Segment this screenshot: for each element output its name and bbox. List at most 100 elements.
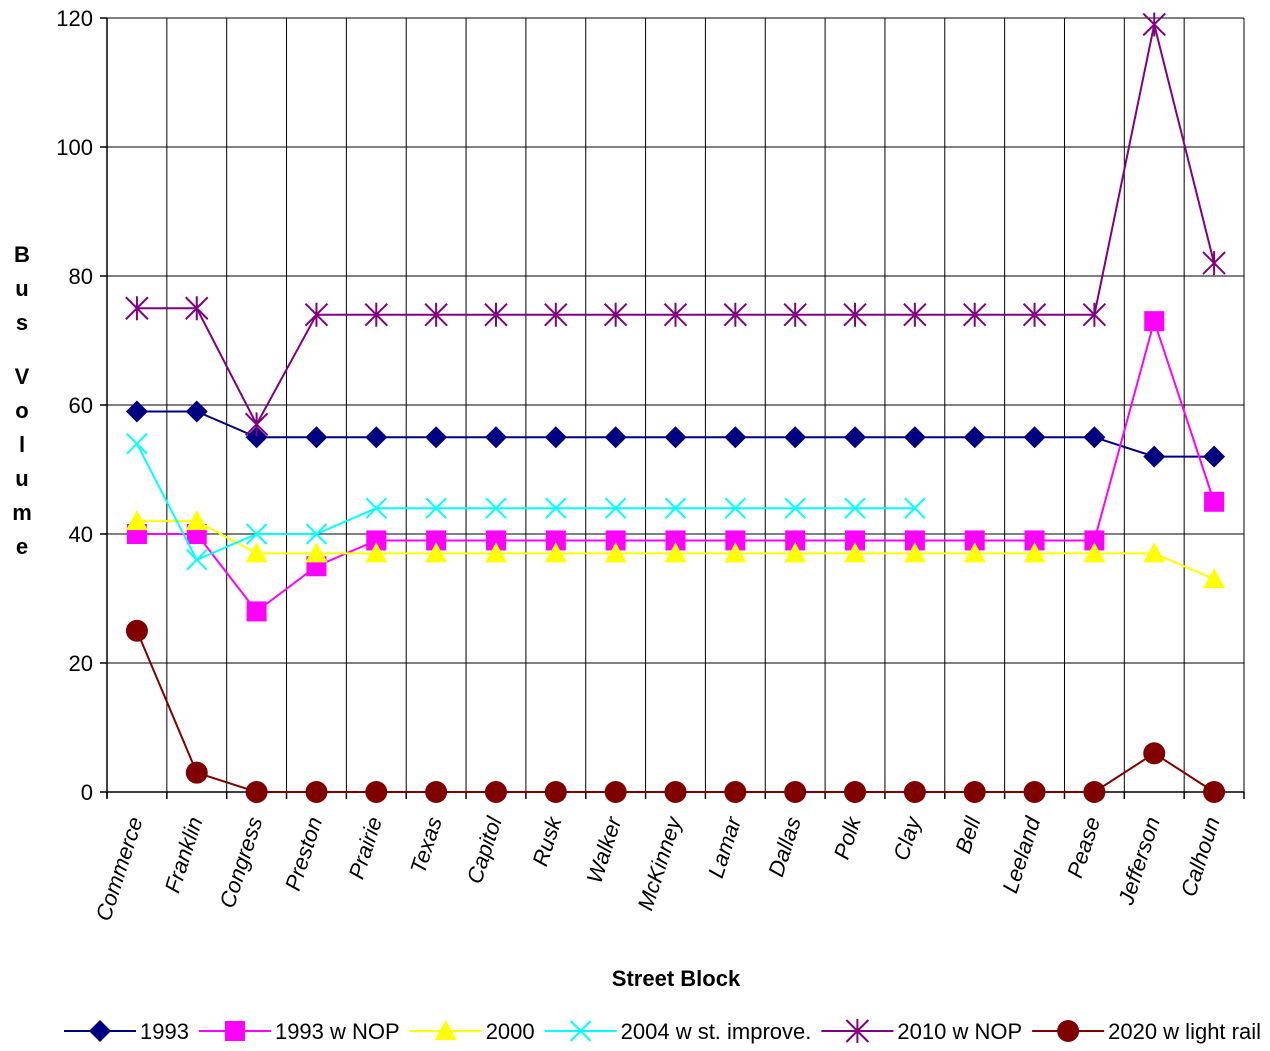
data-point <box>845 1019 870 1043</box>
x-tick-label: Jefferson <box>1113 814 1165 909</box>
series-layer <box>125 12 1226 803</box>
data-point <box>903 781 926 803</box>
data-point <box>484 542 507 563</box>
data-point <box>1083 542 1106 563</box>
data-point <box>125 619 148 642</box>
data-point <box>1022 302 1047 327</box>
legend-item: 2020 w light rail <box>1032 1019 1261 1044</box>
data-point <box>1143 542 1166 563</box>
x-tick-label: Texas <box>405 814 447 877</box>
data-point <box>665 530 686 551</box>
data-point <box>723 302 748 327</box>
x-tick-label: Rusk <box>527 813 567 869</box>
data-point <box>245 426 268 449</box>
x-tick-label: Pease <box>1062 814 1105 881</box>
x-tick-label: Congress <box>214 814 267 911</box>
data-point <box>125 510 148 531</box>
x-tick-label: Clay <box>888 812 926 863</box>
data-point <box>544 426 567 449</box>
data-point <box>185 510 208 531</box>
series-0 <box>125 400 1226 468</box>
data-point <box>485 530 506 551</box>
x-tick-label: Calhoun <box>1176 814 1225 900</box>
data-point <box>604 426 627 449</box>
data-point <box>246 601 267 622</box>
data-point <box>485 497 507 519</box>
data-point <box>366 530 387 551</box>
legend-label: 2000 <box>486 1019 535 1044</box>
data-point <box>426 530 447 551</box>
series-3 <box>126 432 926 571</box>
data-point <box>125 400 148 423</box>
series-1 <box>126 311 1225 622</box>
axes <box>100 17 1245 799</box>
data-point <box>964 530 985 551</box>
data-point <box>245 781 268 803</box>
data-point <box>844 426 867 449</box>
data-point <box>903 302 927 327</box>
series-line <box>136 24 1216 427</box>
legend-label: 2020 w light rail <box>1108 1019 1261 1044</box>
data-point <box>903 542 926 563</box>
x-tick-label: Preston <box>280 814 327 894</box>
x-tick-label: Prairie <box>344 814 387 882</box>
data-point <box>305 523 328 545</box>
y-tick-labels: 0 20 40 60 80 100 120 <box>56 6 93 805</box>
legend-label: 1993 <box>140 1019 189 1044</box>
data-point <box>544 542 567 563</box>
x-tick-label: Franklin <box>160 814 208 896</box>
data-point <box>365 497 387 519</box>
legend-item: 1993 <box>64 1019 189 1044</box>
data-point <box>1023 781 1046 803</box>
data-point <box>185 296 209 321</box>
data-point <box>425 542 448 563</box>
data-point <box>784 781 807 803</box>
data-point <box>424 302 448 327</box>
data-point <box>186 549 208 571</box>
legend-label: 1993 w NOP <box>275 1019 400 1044</box>
data-point <box>305 426 328 449</box>
y-axis-title-letter: l <box>19 432 25 457</box>
data-point <box>664 542 687 563</box>
data-point <box>663 302 688 327</box>
y-axis-title-letter: u <box>15 466 28 491</box>
data-point <box>904 530 925 551</box>
data-point <box>604 781 627 803</box>
data-point <box>604 542 627 563</box>
data-point <box>305 781 328 803</box>
data-point <box>724 542 747 563</box>
data-point <box>544 302 568 327</box>
legend-item: 1993 w NOP <box>198 1019 400 1044</box>
data-point <box>843 302 867 327</box>
data-point <box>724 497 747 519</box>
data-point <box>1144 311 1165 332</box>
data-point <box>364 302 388 327</box>
data-point <box>185 400 208 423</box>
data-point <box>844 781 867 803</box>
y-axis-title-letter: u <box>15 276 28 301</box>
data-point <box>425 426 448 449</box>
y-axis-title-letter: B <box>14 242 30 267</box>
data-point <box>365 781 388 803</box>
data-point <box>1084 530 1105 551</box>
legend-item: 2000 <box>409 1019 535 1044</box>
data-point <box>365 426 388 449</box>
data-point <box>484 426 507 449</box>
data-point <box>1203 781 1226 803</box>
y-axis-title-letter: o <box>15 398 28 423</box>
data-point <box>1203 568 1226 589</box>
data-point <box>664 781 687 803</box>
data-point <box>844 497 866 519</box>
data-point <box>903 426 926 449</box>
data-point <box>1203 445 1226 468</box>
data-point <box>963 781 986 803</box>
data-point <box>963 302 987 327</box>
data-point <box>784 426 807 449</box>
series-4 <box>125 12 1226 437</box>
data-point <box>664 426 687 449</box>
data-point <box>1204 491 1225 512</box>
data-point <box>1142 12 1166 37</box>
data-point <box>1143 445 1166 468</box>
grid <box>106 17 1245 793</box>
